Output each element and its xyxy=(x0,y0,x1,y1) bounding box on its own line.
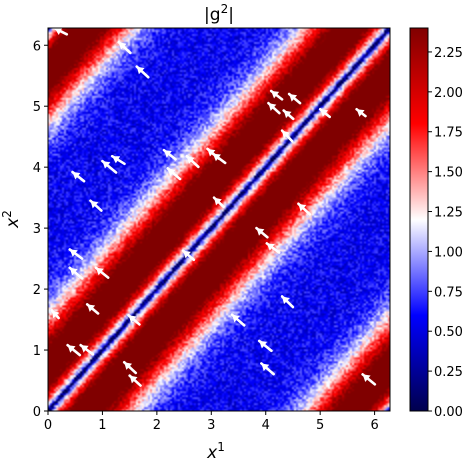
arrow xyxy=(230,313,246,327)
arrow xyxy=(211,152,227,165)
colorbar-tick-label: 1.75 xyxy=(434,126,463,141)
arrow xyxy=(89,199,103,212)
arrow-field xyxy=(50,28,377,387)
arrow xyxy=(280,295,295,309)
x-axis: 0 1 2 3 4 5 6 xyxy=(44,411,379,433)
x-axis-title: x1 xyxy=(206,440,225,461)
arrow xyxy=(280,129,294,143)
colorbar-tick-label: 0.00 xyxy=(434,405,463,420)
arrow xyxy=(101,159,118,174)
arrow xyxy=(127,313,141,326)
y-axis: 0 1 2 3 4 5 6 xyxy=(33,39,48,420)
arrow xyxy=(355,107,367,118)
arrow xyxy=(185,154,200,169)
y-tick-label: 5 xyxy=(33,100,41,115)
arrow xyxy=(122,360,138,375)
colorbar-tick-label: 1.50 xyxy=(434,166,463,181)
arrow xyxy=(287,92,302,105)
colorbar xyxy=(409,27,429,412)
arrow xyxy=(117,40,132,55)
arrow xyxy=(71,170,86,183)
arrow xyxy=(361,373,377,386)
x-tick-label: 0 xyxy=(44,418,52,433)
colorbar-tick-label: 0.50 xyxy=(434,325,463,340)
arrow xyxy=(255,226,269,239)
y-tick-label: 6 xyxy=(33,39,41,54)
x-tick-label: 2 xyxy=(153,418,161,433)
y-tick-label: 3 xyxy=(33,222,41,237)
arrow xyxy=(85,303,100,315)
arrow xyxy=(79,343,95,356)
colorbar-axis: 0.00 0.25 0.50 0.75 1.00 1.25 1.50 1.75 2.00 2.25 xyxy=(428,46,463,420)
arrow xyxy=(318,107,331,119)
chart-title: |g2| xyxy=(204,2,234,25)
x-tick-label: 4 xyxy=(262,418,270,433)
arrow xyxy=(166,167,182,181)
x-tick-label: 1 xyxy=(98,418,106,433)
x-tick-label: 6 xyxy=(370,418,378,433)
arrow xyxy=(68,248,84,260)
arrow xyxy=(110,154,126,166)
heatmap-field xyxy=(48,28,390,411)
y-tick-label: 0 xyxy=(33,405,41,420)
colorbar-tick-label: 0.25 xyxy=(434,365,463,380)
y-axis-title: x2 xyxy=(0,210,23,229)
arrow xyxy=(297,202,312,216)
x-tick-label: 3 xyxy=(207,418,215,433)
arrow xyxy=(128,374,142,387)
arrow xyxy=(265,242,281,254)
y-tick-label: 2 xyxy=(33,283,41,298)
colorbar-tick-label: 2.25 xyxy=(434,46,463,61)
arrow xyxy=(260,362,275,376)
colorbar-tick-label: 1.00 xyxy=(434,245,463,260)
arrow xyxy=(135,65,150,79)
colorbar-tick-label: 0.75 xyxy=(434,285,463,300)
arrow xyxy=(257,339,273,353)
arrow xyxy=(181,249,196,262)
arrow xyxy=(53,28,69,36)
arrow xyxy=(66,343,82,357)
colorbar-tick-label: 2.00 xyxy=(434,86,463,101)
y-tick-label: 4 xyxy=(33,161,41,176)
plot-frame xyxy=(47,27,391,412)
arrow xyxy=(162,148,177,161)
arrow xyxy=(212,196,225,209)
colorbar-tick-label: 1.25 xyxy=(434,206,463,221)
y-tick-label: 1 xyxy=(33,344,41,359)
arrow xyxy=(282,109,295,121)
arrow xyxy=(94,266,110,279)
arrow xyxy=(68,266,84,280)
arrow xyxy=(269,89,284,101)
x-tick-label: 5 xyxy=(316,418,324,433)
arrow xyxy=(267,101,281,115)
arrow xyxy=(50,309,60,320)
